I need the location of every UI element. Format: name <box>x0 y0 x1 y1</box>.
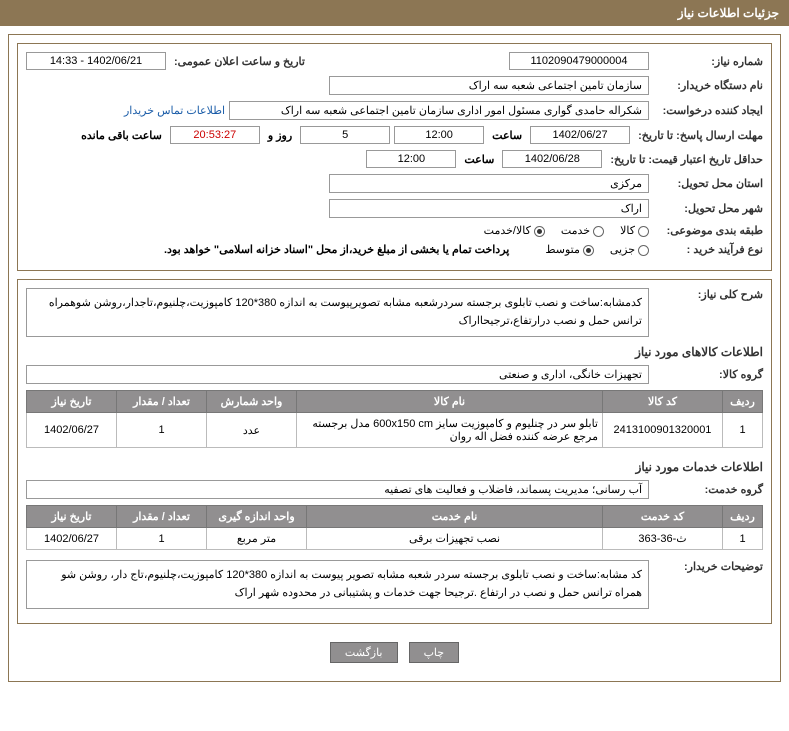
buyer-note-label: توضیحات خریدار: <box>653 560 763 573</box>
service-row: 1 ث-36-363 نصب تجهیزات برقی متر مربع 1 1… <box>27 528 763 550</box>
svc-cell-qty: 1 <box>117 528 207 550</box>
service-group-label: گروه خدمت: <box>653 483 763 496</box>
buyer-label: نام دستگاه خریدار: <box>653 79 763 92</box>
remain-time-value: 20:53:27 <box>170 126 260 144</box>
goods-group-label: گروه کالا: <box>653 368 763 381</box>
svc-th-date: تاریخ نیاز <box>27 506 117 528</box>
radio-medium[interactable]: متوسط <box>545 243 594 256</box>
svc-cell-n: 1 <box>723 528 763 550</box>
valid-label: حداقل تاریخ اعتبار قیمت: تا تاریخ: <box>606 153 763 166</box>
services-section-title: اطلاعات خدمات مورد نیاز <box>26 460 763 474</box>
svc-th-code: کد خدمت <box>603 506 723 528</box>
main-panel: شماره نیاز: 1102090479000004 تاریخ و ساع… <box>8 34 781 682</box>
goods-cell-code: 2413100901320001 <box>603 413 723 448</box>
goods-cell-unit: عدد <box>207 413 297 448</box>
resp-date-value: 1402/06/27 <box>530 126 630 144</box>
city-label: شهر محل تحویل: <box>653 202 763 215</box>
city-value: اراک <box>329 199 649 218</box>
svc-cell-code: ث-36-363 <box>603 528 723 550</box>
province-label: استان محل تحویل: <box>653 177 763 190</box>
goods-section-title: اطلاعات کالاهای مورد نیاز <box>26 345 763 359</box>
radio-goods[interactable]: کالا <box>620 224 649 237</box>
valid-time-value: 12:00 <box>366 150 456 168</box>
overall-label: شرح کلی نیاز: <box>653 288 763 301</box>
back-button[interactable]: بازگشت <box>330 642 398 663</box>
goods-row: 1 2413100901320001 تابلو سر در چنلیوم و … <box>27 413 763 448</box>
svc-th-unit: واحد اندازه گیری <box>207 506 307 528</box>
service-group-value: آب رسانی؛ مدیریت پسماند، فاضلاب و فعالیت… <box>26 480 649 499</box>
overall-fieldset: شرح کلی نیاز: کدمشابه:ساخت و نصب تابلوی … <box>17 279 772 624</box>
button-row: چاپ بازگشت <box>17 632 772 673</box>
goods-th-qty: تعداد / مقدار <box>117 391 207 413</box>
svc-th-n: ردیف <box>723 506 763 528</box>
remain-suffix-label: ساعت باقی مانده <box>81 129 162 142</box>
buyer-value: سازمان تامین اجتماعی شعبه سه اراک <box>329 76 649 95</box>
day-and-label: روز و <box>268 129 292 142</box>
announce-label: تاریخ و ساعت اعلان عمومی: <box>170 55 305 68</box>
resp-time-value: 12:00 <box>394 126 484 144</box>
services-table: ردیف کد خدمت نام خدمت واحد اندازه گیری ت… <box>26 505 763 550</box>
overall-desc: کدمشابه:ساخت و نصب تابلوی برجسته سردرشعب… <box>26 288 649 337</box>
page-title: جزئیات اطلاعات نیاز <box>678 6 779 20</box>
need-no-value: 1102090479000004 <box>509 52 649 70</box>
goods-table: ردیف کد کالا نام کالا واحد شمارش تعداد /… <box>26 390 763 448</box>
announce-value: 1402/06/21 - 14:33 <box>26 52 166 70</box>
process-label: نوع فرآیند خرید : <box>653 243 763 256</box>
goods-th-name: نام کالا <box>297 391 603 413</box>
province-value: مرکزی <box>329 174 649 193</box>
goods-th-n: ردیف <box>723 391 763 413</box>
goods-cell-n: 1 <box>723 413 763 448</box>
requester-label: ایجاد کننده درخواست: <box>653 104 763 117</box>
radio-service[interactable]: خدمت <box>561 224 604 237</box>
radio-minor[interactable]: جزیی <box>610 243 649 256</box>
goods-th-unit: واحد شمارش <box>207 391 297 413</box>
time-label-2: ساعت <box>464 153 494 166</box>
svc-th-name: نام خدمت <box>307 506 603 528</box>
print-button[interactable]: چاپ <box>409 642 460 663</box>
time-label-1: ساعت <box>492 129 522 142</box>
resp-deadline-label: مهلت ارسال پاسخ: تا تاریخ: <box>634 129 763 142</box>
process-note: پرداخت تمام یا بخشی از مبلغ خرید،از محل … <box>164 243 509 256</box>
svc-cell-date: 1402/06/27 <box>27 528 117 550</box>
buyer-note: کد مشابه:ساخت و نصب تابلوی برجسته سردر ش… <box>26 560 649 609</box>
svc-cell-unit: متر مربع <box>207 528 307 550</box>
page-header: جزئیات اطلاعات نیاز <box>0 0 789 26</box>
radio-goods-service[interactable]: کالا/خدمت <box>484 224 545 237</box>
buyer-contact-link[interactable]: اطلاعات تماس خریدار <box>124 104 225 117</box>
remain-days-value: 5 <box>300 126 390 144</box>
goods-group-value: تجهیزات خانگی، اداری و صنعتی <box>26 365 649 384</box>
goods-cell-date: 1402/06/27 <box>27 413 117 448</box>
goods-cell-name: تابلو سر در چنلیوم و کامپوزیت سایز 600x1… <box>297 413 603 448</box>
svc-th-qty: تعداد / مقدار <box>117 506 207 528</box>
goods-th-code: کد کالا <box>603 391 723 413</box>
subject-class-label: طبقه بندی موضوعی: <box>653 224 763 237</box>
svc-cell-name: نصب تجهیزات برقی <box>307 528 603 550</box>
goods-th-date: تاریخ نیاز <box>27 391 117 413</box>
need-no-label: شماره نیاز: <box>653 55 763 68</box>
details-fieldset: شماره نیاز: 1102090479000004 تاریخ و ساع… <box>17 43 772 271</box>
requester-value: شکراله حامدی گواری مسئول امور اداری سازم… <box>229 101 649 120</box>
goods-cell-qty: 1 <box>117 413 207 448</box>
valid-date-value: 1402/06/28 <box>502 150 602 168</box>
